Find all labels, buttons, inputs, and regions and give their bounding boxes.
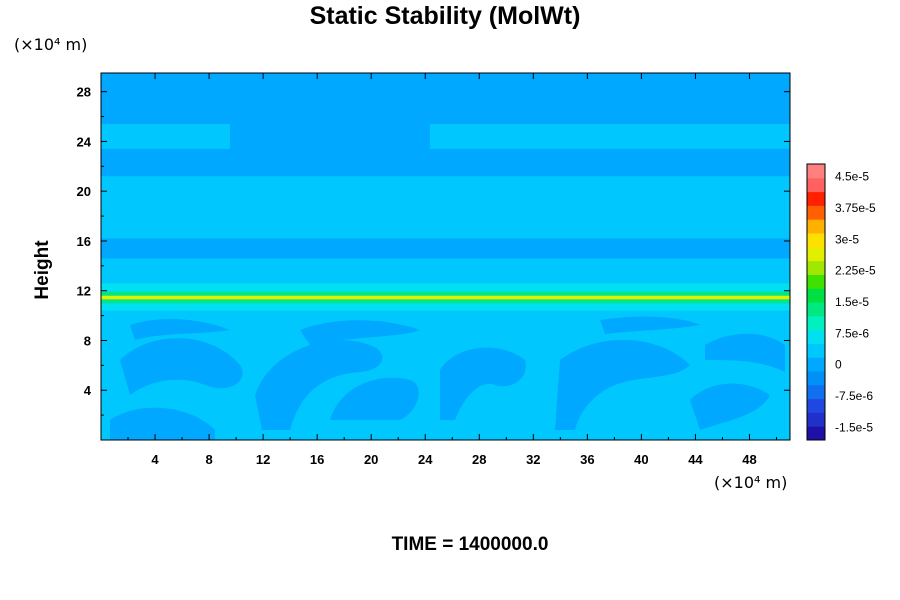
field-bands	[101, 73, 790, 440]
colorbar-segment	[807, 164, 825, 179]
y-axis-label: Height	[32, 240, 53, 300]
colorbar-segment	[807, 315, 825, 331]
y-tick-label: 8	[84, 333, 91, 348]
y-axis-unit: (×10⁴ m)	[14, 35, 87, 54]
eddy-patch	[110, 407, 215, 440]
colorbar-segment	[807, 371, 825, 386]
colorbar-segment	[807, 205, 825, 220]
time-label: TIME = 1400000.0	[392, 534, 549, 555]
colorbar-label: 3e-5	[835, 232, 859, 246]
field-band	[101, 176, 790, 199]
field-band	[101, 166, 790, 177]
x-tick-label: 32	[526, 452, 540, 467]
colorbar-label: 2.25e-5	[835, 264, 876, 278]
colorbar-segment	[807, 246, 825, 262]
colorbar-frame	[806, 163, 826, 441]
field-band	[101, 124, 790, 149]
colorbar-segment	[807, 191, 825, 206]
colorbar-label: 1.5e-5	[835, 295, 869, 309]
y-tick-label: 4	[84, 383, 92, 398]
x-tick-label: 16	[310, 452, 324, 467]
field-band	[101, 283, 790, 292]
y-tick-label: 28	[77, 85, 91, 100]
colorbar-segment	[807, 343, 825, 358]
x-tick-label: 40	[634, 452, 648, 467]
x-tick-label: 24	[418, 452, 433, 467]
eddy-patterns	[110, 73, 785, 440]
colorbar-segment	[807, 233, 825, 248]
x-tick-label: 20	[364, 452, 378, 467]
eddy-patch	[440, 347, 526, 420]
eddy-patch	[130, 318, 230, 340]
field-band	[101, 73, 790, 129]
chart-title: Static Stability (MolWt)	[310, 2, 581, 30]
x-tick-label: 4	[151, 452, 159, 467]
upper-stable-patch	[230, 73, 430, 152]
colorbar-label: -1.5e-5	[835, 420, 873, 434]
colorbar-segment	[807, 426, 825, 441]
x-tick-label: 44	[688, 452, 703, 467]
field-band	[101, 299, 790, 304]
colorbar-segment	[807, 384, 825, 400]
y-tick-label: 24	[77, 134, 92, 149]
field-band	[101, 295, 790, 300]
eddy-patch	[705, 333, 785, 372]
eddy-patch	[330, 377, 419, 420]
colorbar-label: 7.5e-6	[835, 326, 869, 340]
field-band	[101, 253, 790, 259]
eddy-patch	[300, 320, 420, 345]
plot-area	[100, 72, 791, 441]
colorbar-label: 3.75e-5	[835, 201, 876, 215]
x-tick-label: 8	[205, 452, 212, 467]
colorbar: 4.5e-5 3.75e-5 3e-5 2.25e-5 1.5e-5 7.5e-6 0 -7.…	[806, 163, 876, 441]
field-band	[101, 198, 790, 239]
y-tick-label: 20	[77, 184, 91, 199]
x-tick-label: 48	[742, 452, 756, 467]
x-tick-label: 28	[472, 452, 486, 467]
eddy-patch	[120, 338, 243, 395]
colorbar-label: 4.5e-5	[835, 170, 869, 184]
colorbar-segment	[807, 288, 825, 303]
colorbar-segment	[807, 412, 825, 427]
eddy-patch	[600, 316, 700, 334]
eddy-patch	[255, 340, 383, 430]
x-axis-unit: (×10⁴ m)	[714, 473, 787, 492]
field-band	[101, 303, 790, 311]
colorbar-segment	[807, 177, 825, 193]
field-band	[101, 258, 790, 284]
colorbar-segment	[807, 302, 825, 317]
field-band	[101, 238, 790, 246]
colorbar-segment	[807, 219, 825, 234]
colorbar-label: 0	[835, 358, 842, 372]
eddy-patch	[690, 383, 770, 430]
y-tick-label: 16	[77, 234, 91, 249]
field-band	[101, 291, 790, 296]
x-axis: 4 8 12 16 20 24 28 32 36 40 44 48	[127, 73, 777, 467]
plot-frame	[100, 72, 791, 441]
eddy-patch	[555, 339, 690, 430]
y-tick-label: 12	[77, 284, 91, 299]
x-tick-label: 12	[256, 452, 270, 467]
y-axis: 4 8 12 16 20 24 28	[77, 85, 790, 416]
colorbar-label: -7.5e-6	[835, 389, 873, 403]
colorbar-segment	[807, 357, 825, 372]
x-tick-label: 36	[580, 452, 594, 467]
colorbar-segment	[807, 398, 825, 413]
colorbar-segment	[807, 274, 825, 289]
colorbar-segment	[807, 260, 825, 275]
colorbar-segment	[807, 329, 825, 344]
